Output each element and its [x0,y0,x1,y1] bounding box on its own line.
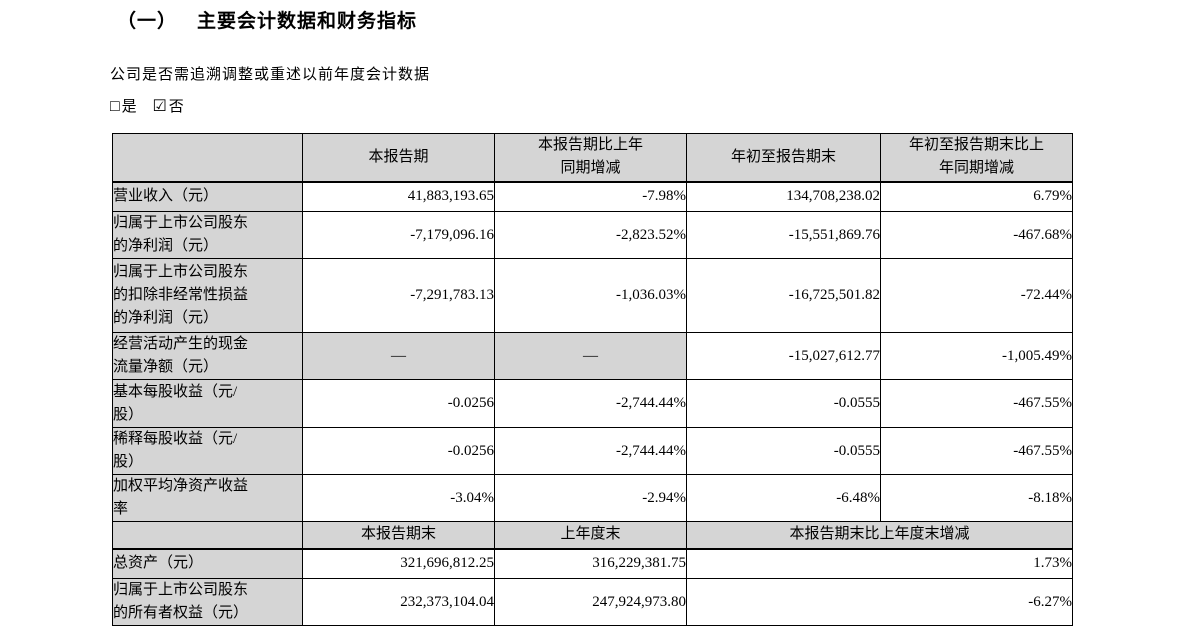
value-cell: -2,744.44% [494,379,687,428]
header-cell-ytd-yoy-change: 年初至报告期末比上 年同期增减 [880,133,1073,183]
checkbox-checked-icon: ☑ [152,98,168,115]
value-cell: -0.0555 [686,379,881,428]
row-label: 经营活动产生的现金 流量净额（元） [112,332,303,380]
value-cell: -8.18% [880,474,1073,522]
checkbox-no: ☑否 [152,98,185,115]
header-cell-current-period: 本报告期 [302,133,495,183]
row-label: 基本每股收益（元/ 股） [112,379,303,428]
value-cell: 41,883,193.65 [302,181,495,212]
table-row-operating-cash-flow: 经营活动产生的现金 流量净额（元） — — -15,027,612.77 -1,… [112,332,1073,380]
value-cell: -2.94% [494,474,687,522]
checkbox-row: □是 ☑否 [110,95,185,116]
table-row-owners-equity: 归属于上市公司股东 的所有者权益（元） 232,373,104.04 247,9… [112,578,1073,626]
value-cell: -467.55% [880,427,1073,475]
value-cell: -6.27% [686,578,1073,626]
value-cell: 247,924,973.80 [494,578,687,626]
value-cell: -2,823.52% [494,211,687,259]
section-heading: （一） 主要会计数据和财务指标 [117,6,417,33]
value-cell: -7,179,096.16 [302,211,495,259]
table-row-revenue: 营业收入（元） 41,883,193.65 -7.98% 134,708,238… [112,181,1073,212]
value-cell: -467.68% [880,211,1073,259]
value-cell: -16,725,501.82 [686,258,881,333]
row-label: 归属于上市公司股东 的所有者权益（元） [112,578,303,626]
value-cell: -7.98% [494,181,687,212]
value-cell-dash: — [494,332,687,380]
table-row-total-assets: 总资产（元） 321,696,812.25 316,229,381.75 1.7… [112,548,1073,579]
value-cell: -15,551,869.76 [686,211,881,259]
value-cell: -2,744.44% [494,427,687,475]
value-cell: -0.0256 [302,379,495,428]
section-number: （一） [117,11,178,32]
value-cell: 232,373,104.04 [302,578,495,626]
value-cell: 134,708,238.02 [686,181,881,212]
value-cell: 321,696,812.25 [302,548,495,579]
value-cell: -1,005.49% [880,332,1073,380]
row-label: 加权平均净资产收益 率 [112,474,303,522]
value-cell: -3.04% [302,474,495,522]
value-cell: -7,291,783.13 [302,258,495,333]
table-header-row-period: 本报告期 本报告期比上年 同期增减 年初至报告期末 年初至报告期末比上 年同期增… [112,133,1073,183]
checkbox-yes: □是 [110,98,138,115]
header-cell-blank [112,133,303,183]
value-cell: 1.73% [686,548,1073,579]
header-cell-period-end-change: 本报告期末比上年度末增减 [686,521,1073,550]
row-label: 营业收入（元） [112,181,303,212]
row-label: 稀释每股收益（元/ 股） [112,427,303,475]
checkbox-yes-label: 是 [121,99,138,115]
value-cell: -0.0256 [302,427,495,475]
row-label: 总资产（元） [112,548,303,579]
value-cell: -72.44% [880,258,1073,333]
value-cell: -15,027,612.77 [686,332,881,380]
row-label: 归属于上市公司股东 的扣除非经常性损益 的净利润（元） [112,258,303,333]
header-cell-period-end: 本报告期末 [302,521,495,550]
value-cell: -467.55% [880,379,1073,428]
header-cell-period-yoy-change: 本报告期比上年 同期增减 [494,133,687,183]
table-row-net-profit-excl-nonrecurring: 归属于上市公司股东 的扣除非经常性损益 的净利润（元） -7,291,783.1… [112,258,1073,333]
row-label: 归属于上市公司股东 的净利润（元） [112,211,303,259]
header-cell-prior-year-end: 上年度末 [494,521,687,550]
section-title: 主要会计数据和财务指标 [197,11,418,32]
table-header-row-period-end: 本报告期末 上年度末 本报告期末比上年度末增减 [112,521,1073,550]
question-text: 公司是否需追溯调整或重述以前年度会计数据 [110,67,431,83]
value-cell: -1,036.03% [494,258,687,333]
checkbox-unchecked-icon: □ [110,98,121,115]
header-cell-ytd: 年初至报告期末 [686,133,881,183]
value-cell: 316,229,381.75 [494,548,687,579]
value-cell: 6.79% [880,181,1073,212]
table-row-diluted-eps: 稀释每股收益（元/ 股） -0.0256 -2,744.44% -0.0555 … [112,427,1073,475]
checkbox-no-label: 否 [168,99,185,115]
table-row-net-profit: 归属于上市公司股东 的净利润（元） -7,179,096.16 -2,823.5… [112,211,1073,259]
table-row-weighted-roe: 加权平均净资产收益 率 -3.04% -2.94% -6.48% -8.18% [112,474,1073,522]
header-cell-blank [112,521,303,550]
value-cell: -6.48% [686,474,881,522]
table-row-basic-eps: 基本每股收益（元/ 股） -0.0256 -2,744.44% -0.0555 … [112,379,1073,428]
financial-table: 本报告期 本报告期比上年 同期增减 年初至报告期末 年初至报告期末比上 年同期增… [112,133,1073,626]
value-cell: -0.0555 [686,427,881,475]
value-cell-dash: — [302,332,495,380]
